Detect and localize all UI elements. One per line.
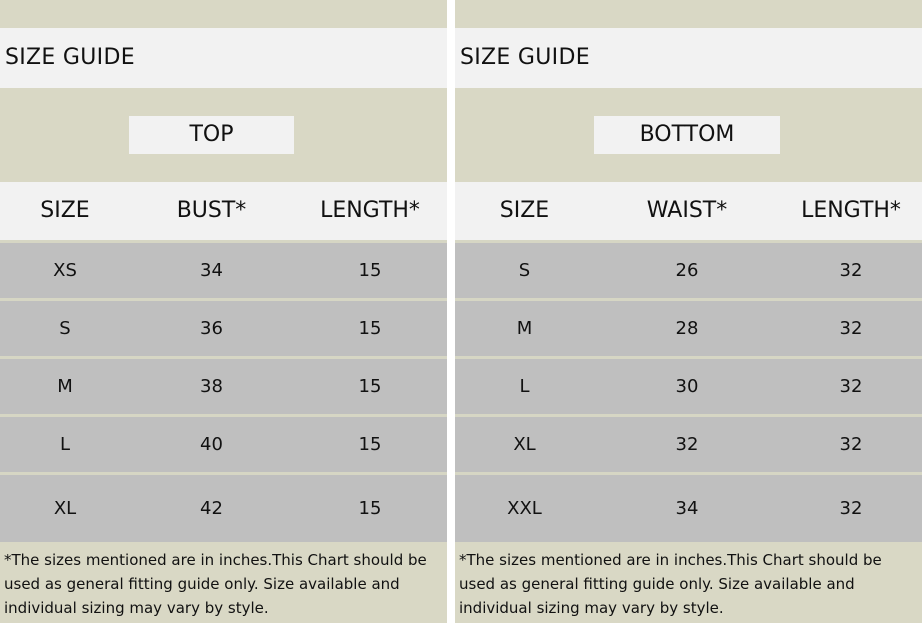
bottom-size-guide-panel: SIZE GUIDE BOTTOM SIZE WAIST* LENGTH* S 2… [455,0,922,623]
table-cell: 15 [358,318,382,339]
table-row: S 26 32 [455,240,922,298]
table-cell: S [59,318,71,339]
top-size-guide-panel: SIZE GUIDE TOP SIZE BUST* LENGTH* XS 34 15… [0,0,447,623]
table-row: L 30 32 [455,356,922,414]
table-row: XXL 34 32 [455,472,922,542]
table-row: M 38 15 [0,356,447,414]
table-cell: L [59,434,71,455]
guide-title: SIZE GUIDE [455,28,922,88]
header-waist: WAIST* [646,198,728,223]
table-row: L 40 15 [0,414,447,472]
table-cell: 26 [675,260,699,281]
table-cell: M [516,318,533,339]
table-cell: 36 [200,318,223,339]
table-cell: L [519,376,530,397]
table-cell: M [57,376,73,397]
table-cell: XXL [507,498,542,519]
table-cell: XS [53,260,77,281]
table-cell: 15 [358,260,382,281]
table-row: XS 34 15 [0,240,447,298]
section-label: TOP [129,116,294,154]
table-cell: S [518,260,531,281]
table-cell: 15 [358,434,382,455]
table-cell: 15 [358,498,382,519]
header-size: SIZE [40,198,90,223]
footnote: *The sizes mentioned are in inches.This … [0,542,447,623]
table-cell: 32 [839,434,863,455]
table-header: SIZE BUST* LENGTH* [0,182,447,240]
table-cell: 40 [200,434,223,455]
table-row: XL 42 15 [0,472,447,542]
header-size: SIZE [499,198,550,223]
table-cell: 34 [675,498,699,519]
table-row: XL 32 32 [455,414,922,472]
table-header: SIZE WAIST* LENGTH* [455,182,922,240]
table-cell: 42 [200,498,223,519]
footnote: *The sizes mentioned are in inches.This … [455,542,922,623]
table-row: M 28 32 [455,298,922,356]
table-cell: 15 [358,376,382,397]
table-cell: 32 [839,260,863,281]
table-cell: 30 [675,376,699,397]
table-cell: 32 [839,376,863,397]
table-cell: 32 [839,498,863,519]
header-bust: BUST* [176,198,247,223]
table-cell: 38 [200,376,223,397]
guide-title: SIZE GUIDE [0,28,447,88]
section-band: TOP [0,88,447,182]
table-cell: 34 [200,260,223,281]
table-row: S 36 15 [0,298,447,356]
table-cell: 32 [839,318,863,339]
section-band: BOTTOM [455,88,922,182]
table-cell: 32 [675,434,699,455]
top-bar [0,0,447,28]
table-cell: XL [53,498,77,519]
table-cell: XL [513,434,536,455]
section-label: BOTTOM [594,116,780,154]
header-length: LENGTH* [801,198,901,223]
top-bar [455,0,922,28]
header-length: LENGTH* [320,198,420,223]
table-cell: 28 [675,318,699,339]
